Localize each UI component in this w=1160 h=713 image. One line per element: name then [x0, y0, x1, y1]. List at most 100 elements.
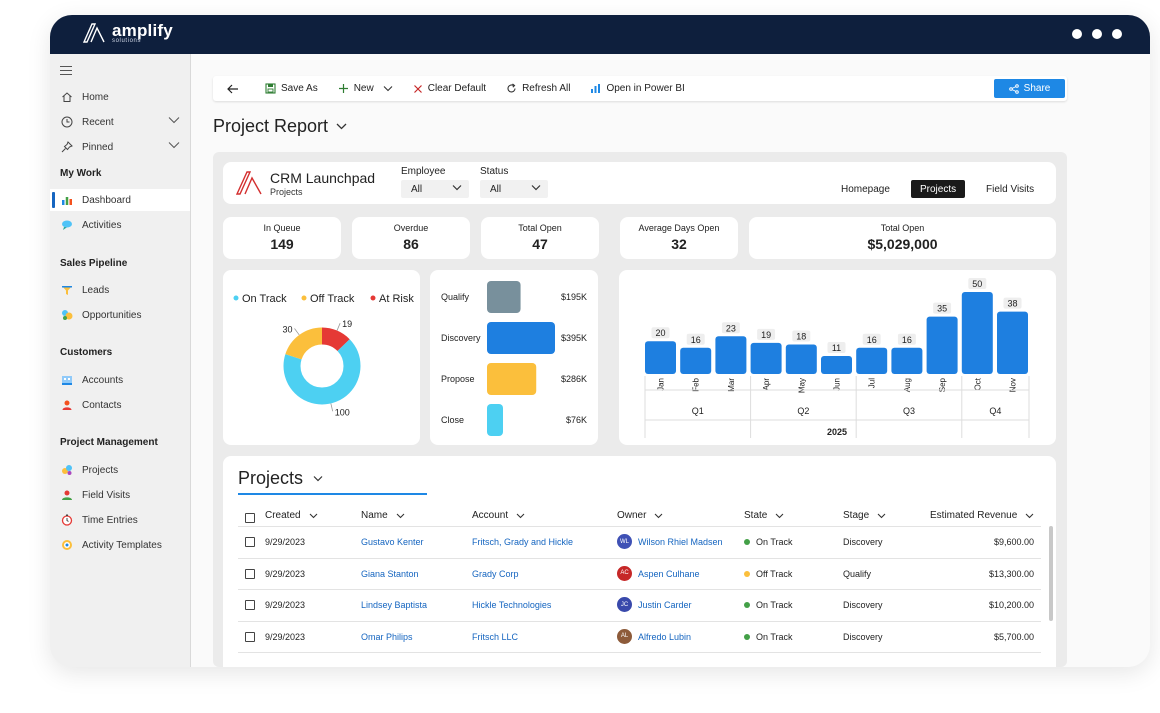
table-row[interactable]: 9/29/2023 Lindsey Baptista Hickle Technolo…: [238, 589, 1041, 620]
cell-account[interactable]: Fritsch LLC: [472, 631, 519, 642]
row-checkbox[interactable]: [245, 537, 255, 547]
select-all-checkbox[interactable]: [245, 513, 255, 523]
cell-owner[interactable]: Wilson Rhiel Madsen: [638, 537, 723, 547]
cell-account[interactable]: Fritsch, Grady and Hickle: [472, 537, 574, 547]
month-value-label: 16: [902, 335, 912, 345]
monthly-bar-chart: 20 Jan 16 Feb 23 Mar 19 Apr 18 May 11 Jun 16 Jul 16 Aug…: [644, 278, 1030, 438]
cell-owner[interactable]: Justin Carder: [638, 600, 692, 610]
cell-name[interactable]: Omar Philips: [361, 631, 413, 642]
sidebar-item-pinned[interactable]: Pinned: [50, 136, 190, 158]
row-checkbox[interactable]: [245, 600, 255, 610]
value-label-bg: [686, 333, 705, 345]
kpi-total-open: Total Open 47: [481, 217, 599, 259]
sidebar-item-opportunities[interactable]: Opportunities: [50, 304, 190, 326]
month-value-label: 23: [726, 323, 736, 333]
table-row[interactable]: 9/29/2023 Omar Philips Fritsch LLC AL Alfred…: [238, 620, 1041, 652]
sidebar-item-label: Time Entries: [82, 514, 138, 526]
cell-owner[interactable]: Alfredo Lubin: [638, 631, 692, 642]
column-header-owner[interactable]: Owner: [617, 510, 663, 521]
tab-homepage[interactable]: Homepage: [841, 183, 890, 195]
stage-label: Discovery: [441, 333, 481, 343]
column-header-name[interactable]: Name: [361, 510, 405, 521]
avatar: JC: [617, 597, 632, 612]
clear-default-button[interactable]: Clear Default: [413, 83, 486, 94]
sidebar-item-label: Opportunities: [82, 309, 142, 321]
sidebar-item-time-entries[interactable]: Time Entries: [50, 509, 190, 531]
sidebar-item-accounts[interactable]: Accounts: [50, 369, 190, 391]
page-title[interactable]: Project Report: [213, 116, 347, 137]
column-header-estimated-revenue[interactable]: Estimated Revenue: [930, 510, 1034, 521]
sidebar-item-contacts[interactable]: Contacts: [50, 394, 190, 416]
status-dot: [744, 570, 750, 577]
refresh-all-label: Refresh All: [522, 83, 571, 94]
status-donut-chart: On Track Off Track At Risk 19 100 30: [233, 293, 414, 417]
row-checkbox[interactable]: [245, 568, 255, 579]
sidebar-item-activities[interactable]: Activities: [50, 214, 190, 236]
slice-value-label: 100: [335, 407, 350, 417]
chevron-down-icon: [775, 513, 784, 518]
sidebar-item-projects[interactable]: Projects: [50, 459, 190, 481]
new-button[interactable]: New: [338, 83, 393, 94]
save-as-label: Save As: [281, 83, 318, 94]
column-header-created[interactable]: Created: [265, 510, 318, 521]
column-header-state[interactable]: State: [744, 510, 784, 521]
employee-filter-select[interactable]: All: [401, 180, 469, 198]
sidebar-item-field-visits[interactable]: Field Visits: [50, 484, 190, 506]
projects-title: Projects: [238, 468, 304, 488]
row-checkbox[interactable]: [245, 631, 255, 642]
column-label: Stage: [843, 510, 870, 521]
projects-view-selector[interactable]: Projects: [238, 468, 323, 489]
cell-name[interactable]: Lindsey Baptista: [361, 600, 428, 610]
value-label-bg: [897, 333, 916, 345]
status-filter-select[interactable]: All: [480, 180, 548, 198]
legend-marker: [233, 295, 239, 301]
cell-name[interactable]: Gustavo Kenter: [361, 537, 424, 547]
column-header-account[interactable]: Account: [472, 510, 525, 521]
sidebar-item-label: Contacts: [82, 399, 122, 411]
chevron-down-icon[interactable]: [168, 116, 180, 127]
contacts-icon: [60, 398, 74, 412]
cell-owner[interactable]: Aspen Culhane: [638, 568, 700, 579]
refresh-all-button[interactable]: Refresh All: [506, 83, 570, 94]
table-scrollbar[interactable]: [1049, 526, 1053, 621]
chevron-down-icon: [1025, 513, 1034, 518]
tab-field-visits[interactable]: Field Visits: [986, 183, 1035, 195]
save-as-button[interactable]: Save As: [265, 83, 318, 94]
chevron-down-icon: [313, 476, 323, 482]
sidebar-item-activity-templates[interactable]: Activity Templates: [50, 534, 190, 556]
chevron-down-icon[interactable]: [168, 141, 180, 152]
employee-filter-value: All: [411, 183, 423, 195]
tab-projects[interactable]: Projects: [911, 180, 966, 198]
activity-templates-icon: [60, 538, 74, 552]
column-label: Estimated Revenue: [930, 510, 1018, 521]
dashboard-subtitle: Projects: [270, 187, 303, 197]
back-button[interactable]: [227, 84, 239, 94]
month-tick-label: Jul: [868, 378, 877, 388]
sidebar-item-recent[interactable]: Recent: [50, 111, 190, 133]
avatar: WL: [617, 534, 632, 549]
month-bar: [961, 292, 993, 374]
cell-name[interactable]: Giana Stanton: [361, 568, 419, 579]
legend-label: On Track: [242, 293, 287, 305]
sidebar-item-leads[interactable]: Leads: [50, 279, 190, 301]
cell-created: 9/29/2023: [265, 600, 306, 610]
sidebar-item-label: Field Visits: [82, 489, 131, 501]
table-row[interactable]: 9/29/2023 Giana Stanton Grady Corp AC Aspen …: [238, 557, 1041, 589]
chevron-down-icon: [309, 513, 317, 518]
cell-account[interactable]: Hickle Technologies: [472, 600, 552, 610]
donut-slice: [283, 327, 361, 405]
kpi-total-open-revenue: Total Open $5,029,000: [749, 217, 1056, 259]
table-row[interactable]: 9/29/2023 Gustavo Kenter Fritsch, Grady an…: [238, 526, 1041, 557]
hamburger-icon[interactable]: [60, 66, 72, 78]
open-power-bi-button[interactable]: Open in Power BI: [590, 83, 685, 94]
share-button[interactable]: Share: [994, 79, 1065, 98]
power-bi-icon: [591, 84, 601, 93]
opportunities-icon: [60, 308, 74, 322]
cell-account[interactable]: Grady Corp: [472, 568, 519, 579]
sidebar-item-home[interactable]: Home: [50, 86, 190, 108]
column-header-stage[interactable]: Stage: [843, 510, 886, 521]
sidebar-item-dashboard[interactable]: Dashboard: [50, 189, 190, 211]
main-content: Save As New Clear Default Refresh All Op…: [191, 54, 1150, 667]
legend-label: Off Track: [310, 293, 355, 305]
window-menu[interactable]: [1072, 29, 1122, 39]
